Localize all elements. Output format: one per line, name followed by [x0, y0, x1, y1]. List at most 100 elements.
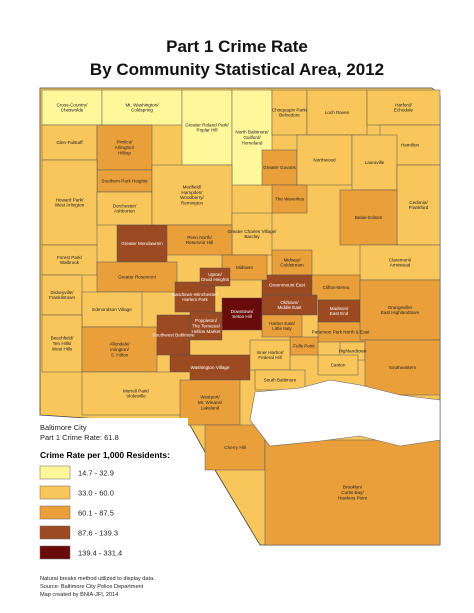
area-label: Southeastern — [389, 365, 417, 370]
area-label: North Baltimore/Guilford/Homeland — [235, 130, 269, 146]
area-label: Poppleton/The Terraces/Hollins Market — [191, 318, 221, 334]
area-label: Greater Roland Park/Poplar Hill — [185, 122, 229, 132]
area-label: Upton/Druid Heights — [201, 272, 230, 282]
area-region — [364, 339, 441, 396]
area-region — [271, 89, 308, 136]
area-label: Lauraville — [365, 160, 385, 165]
area-label: Midway/Coldstream — [280, 257, 304, 267]
area-label: Medfield/Hampden/Woodberry/Remington — [180, 184, 204, 205]
area-label: Pimlico/Arlington/Hilltop — [115, 140, 135, 156]
area-label: Westport/Mt. Winans/Lakeland — [198, 395, 223, 411]
area-label: Dickeyville/Franklintown — [49, 290, 75, 300]
legend-panel — [0, 418, 188, 613]
area-region — [296, 134, 353, 186]
area-region — [264, 439, 441, 546]
area-region — [306, 89, 368, 136]
area-region — [156, 314, 191, 356]
area-label: Harbor East/Little Italy — [269, 321, 296, 331]
area-region — [96, 261, 178, 293]
area-label: Greater Govans — [263, 165, 296, 170]
area-label: Beechfield/Ten Hills/West Hills — [51, 336, 74, 352]
area-label: Claremont/Armistead — [389, 257, 412, 267]
area-label: Cross-Country/Cheswolde — [57, 102, 89, 112]
area-label: Greenmount East — [269, 283, 306, 288]
area-region — [271, 184, 308, 214]
area-label: Cherry Hill — [224, 445, 245, 450]
area-region — [81, 291, 143, 328]
area-region — [359, 279, 441, 341]
area-label: Morrell Park/Violetville — [123, 388, 150, 398]
area-label: Greater Mondawmin — [121, 241, 163, 246]
area-label: Edmondson Village — [92, 307, 132, 312]
area-region — [166, 224, 233, 256]
area-label: Inner Harbor/Federal Hill — [256, 350, 284, 360]
legend-swatch — [39, 505, 71, 520]
legend-label: 60.1 - 87.5 — [78, 509, 114, 518]
area-label: Oldtown/Middle East — [277, 300, 302, 310]
legend-swatch — [39, 545, 71, 560]
area-label: Mt. Washington/Coldspring — [125, 102, 159, 112]
area-label: Fells Point — [293, 344, 315, 349]
area-label: Washington Village — [190, 365, 230, 370]
area-region — [179, 379, 241, 426]
area-label: Allendale/Irvington/S. Hilton — [109, 342, 130, 358]
area-region — [366, 89, 441, 126]
legend-label: 87.6 - 139.3 — [78, 529, 118, 538]
area-label: Downtown/Seton Hill — [231, 309, 254, 319]
area-label: Belair-Edison — [355, 215, 383, 220]
legend-label: 33.0 - 60.0 — [78, 489, 114, 498]
area-label: Southern Park Heights — [101, 179, 148, 184]
area-region — [41, 159, 98, 246]
area-label: Brooklyn/Curtis Bay/Hawkins Point — [338, 485, 368, 501]
area-label: Glen-Falstaff — [56, 140, 83, 145]
area-label: Southwest Baltimore — [152, 333, 195, 338]
area-label: Clifton-Berea — [323, 285, 350, 290]
area-label: Orangeville/East Highlandtown — [381, 305, 420, 315]
harbor-water — [249, 379, 441, 447]
summary-line-1: Baltimore City — [40, 423, 87, 432]
area-region — [396, 164, 441, 246]
area-region — [189, 311, 223, 341]
legend-label: 139.4 - 331.4 — [78, 549, 122, 558]
area-region — [271, 249, 313, 276]
area-region — [249, 339, 291, 371]
area-region — [359, 244, 441, 281]
legend-label: 14.7 - 32.9 — [78, 469, 114, 478]
footer-line-2: Source: Baltimore City Police Department — [40, 584, 144, 590]
area-region — [96, 124, 153, 171]
area-label: Cedonia/Frankford — [409, 200, 429, 210]
area-label: Sandtown-Winchester/Harlem Park — [172, 292, 219, 302]
area-region — [116, 224, 168, 263]
area-region — [41, 314, 83, 373]
summary-line-2: Part 1 Crime Rate: 61.8 — [40, 433, 119, 442]
area-region — [204, 424, 266, 471]
legend-swatch — [39, 485, 71, 500]
area-label: Dorchester/Ashburton — [113, 203, 137, 213]
area-region — [181, 89, 233, 166]
area-label: Patterson Park North & East — [312, 330, 370, 335]
footer-line-3: Map created by BNIA-JFI, 2014 — [40, 592, 118, 598]
area-region — [81, 326, 158, 373]
title-line-1: Part 1 Crime Rate — [166, 37, 308, 56]
area-label: The Waverlies — [275, 197, 305, 202]
area-region — [199, 267, 231, 287]
area-region — [339, 189, 398, 246]
area-label: Forest Park/Walbrook — [57, 255, 83, 265]
area-region — [221, 297, 263, 331]
area-region — [41, 274, 83, 316]
area-region — [261, 149, 298, 186]
area-label: Northwood — [313, 158, 336, 163]
legend-swatch — [39, 525, 71, 540]
area-region — [174, 281, 216, 313]
area-label: Greater Charles Village/Barclay — [228, 229, 278, 239]
footer-line-1: Natural breaks method utilized to displa… — [40, 576, 155, 582]
area-label: Madison/East End — [330, 306, 349, 316]
title-line-2: By Community Statistical Area, 2012 — [90, 60, 384, 79]
area-region — [261, 314, 303, 338]
area-label: Highlandtown — [339, 349, 367, 354]
area-label: Penn North/Reservoir Hill — [186, 235, 213, 245]
legend-swatch — [39, 465, 71, 480]
area-region — [311, 274, 361, 301]
area-label: Chinquapin Park/Belvedere — [272, 107, 308, 117]
